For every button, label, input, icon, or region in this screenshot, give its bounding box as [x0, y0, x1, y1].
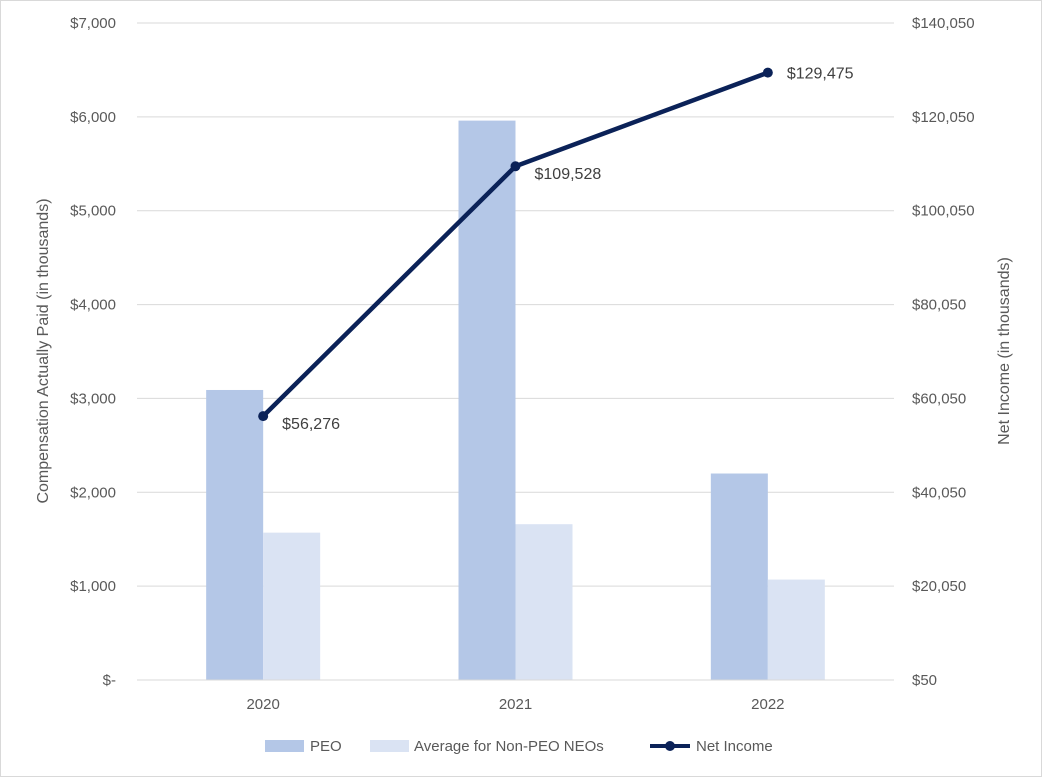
bar-peo [710, 473, 768, 680]
bar-non-peo [767, 579, 825, 680]
net-income-data-label: $56,276 [282, 416, 340, 433]
legend-label-non-peo: Average for Non-PEO NEOs [414, 738, 604, 755]
bar-peo [206, 389, 264, 680]
y-tick-label: $- [103, 672, 116, 689]
bars [206, 120, 825, 680]
x-axis-ticks: 2020 2021 2022 [246, 696, 784, 713]
y2-tick-label: $100,050 [912, 203, 975, 220]
y-axis-title: Compensation Actually Paid (in thousands… [35, 198, 52, 503]
bar-non-peo [263, 532, 321, 680]
left-axis-ticks: $- $1,000 $2,000 $3,000 $4,000 $5,000 $6,000 $7… [70, 15, 116, 689]
x-tick-label: 2022 [751, 696, 784, 713]
y2-tick-label: $120,050 [912, 109, 975, 126]
bar-non-peo [515, 524, 573, 680]
legend-swatch-peo [265, 740, 304, 752]
y-tick-label: $6,000 [70, 109, 116, 126]
x-tick-label: 2021 [499, 696, 532, 713]
y2-tick-label: $50 [912, 672, 937, 689]
y2-tick-label: $40,050 [912, 484, 966, 501]
right-axis-ticks: $50 $20,050 $40,050 $60,050 $80,050 $100,050 $… [912, 15, 975, 689]
y-tick-label: $4,000 [70, 297, 116, 314]
legend: PEO Average for Non-PEO NEOs Net Income [265, 738, 773, 755]
bar-peo [458, 120, 516, 680]
net-income-point [510, 161, 521, 172]
net-income-data-label: $129,475 [787, 66, 854, 83]
y-tick-label: $5,000 [70, 203, 116, 220]
net-income-data-labels: $56,276 $109,528 $129,475 [282, 66, 854, 434]
legend-label-peo: PEO [310, 738, 342, 755]
net-income-data-label: $109,528 [535, 166, 602, 183]
legend-swatch-non-peo [370, 740, 409, 752]
y2-tick-label: $140,050 [912, 15, 975, 32]
net-income-point [762, 67, 773, 78]
y2-tick-label: $60,050 [912, 390, 966, 407]
net-income-line [258, 67, 773, 422]
y2-tick-label: $20,050 [912, 578, 966, 595]
net-income-point [258, 411, 269, 422]
y2-tick-label: $80,050 [912, 297, 966, 314]
legend-label-net-income: Net Income [696, 738, 773, 755]
legend-swatch-net-income-marker [665, 741, 675, 751]
y-tick-label: $2,000 [70, 484, 116, 501]
x-tick-label: 2020 [246, 696, 279, 713]
y-tick-label: $7,000 [70, 15, 116, 32]
y2-axis-title: Net Income (in thousands) [996, 257, 1013, 445]
y-tick-label: $1,000 [70, 578, 116, 595]
y-tick-label: $3,000 [70, 390, 116, 407]
